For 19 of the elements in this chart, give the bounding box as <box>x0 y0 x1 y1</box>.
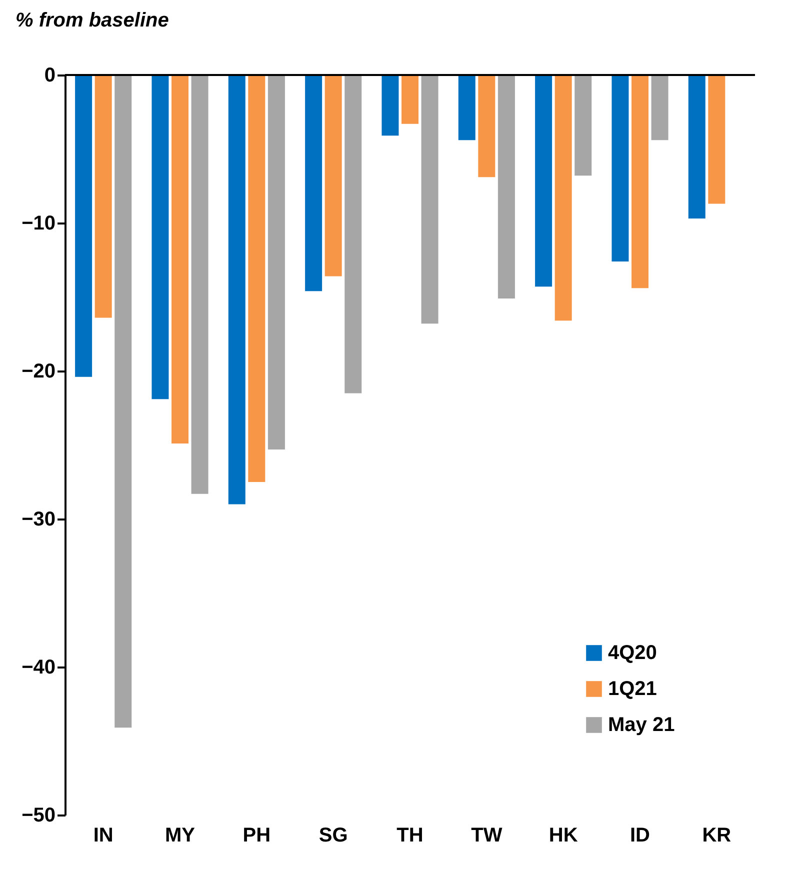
y-axis-title: % from baseline <box>16 10 169 32</box>
y-tick-label: 0 <box>44 64 56 86</box>
x-tick-label: KR <box>702 824 732 846</box>
x-tick-label: ID <box>630 824 650 846</box>
x-tick-label: HK <box>548 824 578 846</box>
y-tick-label: −50 <box>22 804 56 826</box>
legend-label: May 21 <box>608 714 675 736</box>
x-tick-label: IN <box>93 824 114 846</box>
y-tick-label: −30 <box>22 508 56 530</box>
legend-label: 4Q20 <box>608 642 657 664</box>
y-tick-label: −10 <box>22 212 56 234</box>
x-tick-label: TH <box>396 824 424 846</box>
y-tick-label: −40 <box>22 656 56 678</box>
legend-label: 1Q21 <box>608 678 657 700</box>
x-tick-label: PH <box>242 824 271 846</box>
x-tick-label: TW <box>471 824 502 846</box>
x-tick-label: SG <box>318 824 348 846</box>
y-tick-label: −20 <box>22 360 56 382</box>
x-tick-label: MY <box>165 824 196 846</box>
